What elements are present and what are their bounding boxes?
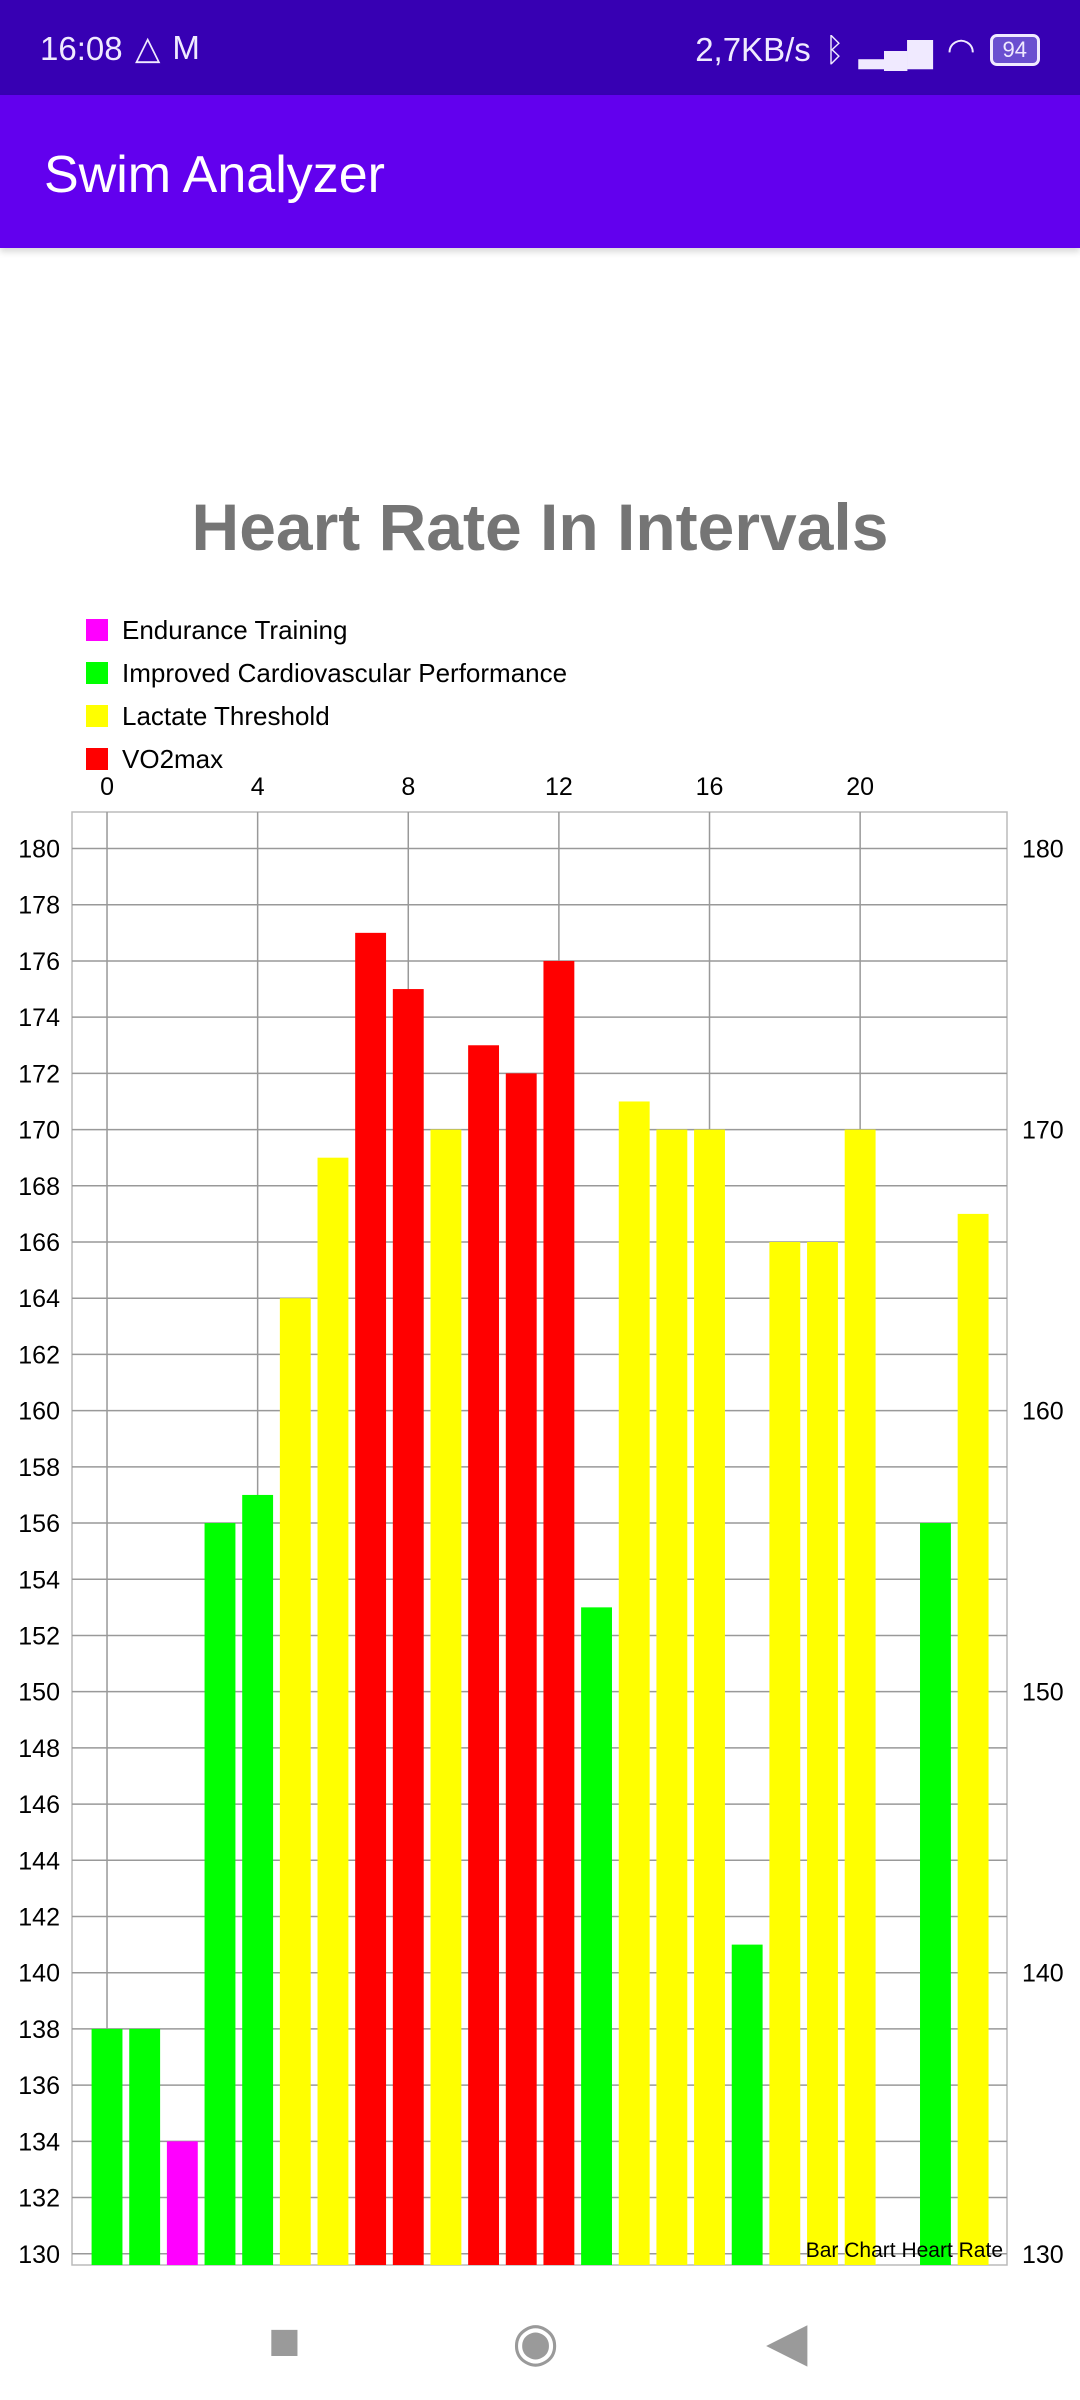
bar	[129, 2028, 161, 2265]
y-left-tick-label: 160	[18, 1398, 60, 1426]
y-left-tick-label: 142	[18, 1904, 60, 1932]
bar	[468, 1045, 500, 2265]
bar	[581, 1607, 612, 2265]
plot-border	[71, 811, 1008, 2266]
y-left-tick-label: 162	[18, 1341, 60, 1369]
y-left-tick-label: 132	[18, 2185, 60, 2213]
legend-label: VO2max	[122, 744, 223, 774]
status-time: 16:08	[40, 30, 123, 67]
notification-icons: △M	[135, 28, 212, 67]
legend-swatch	[86, 705, 108, 727]
y-left-tick-label: 156	[18, 1510, 60, 1538]
y-left-tick-label: 138	[18, 2016, 60, 2044]
y-left-tick-label: 170	[18, 1117, 60, 1145]
network-speed: 2,7KB/s	[695, 30, 811, 68]
bar	[430, 1129, 462, 2265]
y-left-tick-label: 140	[18, 1960, 60, 1988]
back-button[interactable]: ◀	[766, 2312, 808, 2372]
y-right-tick-label: 140	[1022, 1960, 1064, 1988]
y-left-tick-label: 136	[18, 2072, 60, 2100]
bar	[807, 1241, 838, 2265]
y-left-tick-label: 154	[18, 1566, 60, 1594]
y-left-tick-label: 176	[18, 948, 60, 976]
bar	[694, 1129, 725, 2265]
y-right-tick-label: 130	[1022, 2241, 1064, 2269]
navigation-bar: ■ ◉ ◀	[0, 2270, 1080, 2400]
bluetooth-icon: ᛒ	[824, 30, 845, 68]
heart-rate-chart: Heart Rate In Intervals Endurance Traini…	[18, 490, 1063, 2269]
bar	[618, 1101, 650, 2265]
bar	[392, 989, 424, 2265]
legend-swatch	[86, 619, 108, 641]
y-left-tick-label: 164	[18, 1285, 60, 1313]
signal-icon: ▂▄▆	[858, 31, 933, 68]
drive-icon: △	[135, 29, 173, 66]
bar	[317, 1157, 349, 2265]
chart-axis-labels: 130 132 134 136 138 140 142 144 146 148 150 152 154 1…	[18, 773, 1063, 2269]
y-left-tick-label: 146	[18, 1791, 60, 1819]
bar	[166, 2141, 198, 2265]
status-bar: 16:08 △M 2,7KB/s ᛒ ▂▄▆ ◠ 94	[0, 0, 1080, 95]
y-left-tick-label: 178	[18, 892, 60, 920]
home-button[interactable]: ◉	[512, 2312, 560, 2372]
x-tick-label: 0	[100, 773, 114, 801]
bar	[91, 2028, 123, 2265]
y-left-tick-label: 130	[18, 2241, 60, 2269]
gmail-icon: M	[172, 29, 212, 66]
bar	[543, 960, 575, 2265]
y-left-tick-label: 150	[18, 1679, 60, 1707]
wifi-icon: ◠	[946, 31, 976, 68]
y-left-tick-label: 144	[18, 1847, 60, 1875]
app-bar: Swim Analyzer	[0, 95, 1080, 248]
y-left-tick-label: 174	[18, 1004, 60, 1032]
y-left-tick-label: 152	[18, 1622, 60, 1650]
y-right-tick-label: 170	[1022, 1117, 1064, 1145]
bar	[355, 932, 387, 2265]
y-right-tick-label: 150	[1022, 1679, 1064, 1707]
app-title: Swim Analyzer	[44, 146, 385, 204]
legend-swatch	[86, 748, 108, 770]
legend-label: Endurance Training	[122, 615, 347, 645]
bar	[769, 1241, 801, 2265]
y-left-tick-label: 158	[18, 1454, 60, 1482]
chart-title: Heart Rate In Intervals	[192, 490, 889, 564]
x-tick-label: 16	[696, 773, 724, 801]
x-tick-label: 20	[846, 773, 874, 801]
legend-label: Improved Cardiovascular Performance	[122, 658, 567, 688]
y-left-tick-label: 166	[18, 1229, 60, 1257]
chart-description: Bar Chart Heart Rate	[806, 2239, 1003, 2262]
bar	[656, 1129, 688, 2265]
bar	[844, 1129, 876, 2265]
y-left-tick-label: 172	[18, 1060, 60, 1088]
bar	[242, 1494, 274, 2265]
recents-button[interactable]: ■	[268, 2311, 301, 2371]
legend-swatch	[86, 662, 108, 684]
chart-legend: Endurance Training Improved Cardiovascula…	[86, 615, 567, 774]
bar	[957, 1213, 989, 2265]
bar	[204, 1523, 236, 2265]
x-tick-label: 8	[401, 773, 415, 801]
y-right-tick-label: 180	[1022, 836, 1064, 864]
legend-label: Lactate Threshold	[122, 701, 330, 731]
bar	[279, 1298, 311, 2265]
x-tick-label: 12	[545, 773, 573, 801]
y-left-tick-label: 168	[18, 1173, 60, 1201]
y-right-tick-label: 160	[1022, 1398, 1064, 1426]
y-left-tick-label: 134	[18, 2128, 60, 2156]
chart-bars	[91, 932, 989, 2265]
bar	[731, 1944, 763, 2265]
bar	[505, 1073, 537, 2265]
y-left-tick-label: 148	[18, 1735, 60, 1763]
bar	[920, 1523, 951, 2265]
battery-icon: 94	[989, 33, 1040, 66]
y-left-tick-label: 180	[18, 836, 60, 864]
x-tick-label: 4	[251, 773, 265, 801]
